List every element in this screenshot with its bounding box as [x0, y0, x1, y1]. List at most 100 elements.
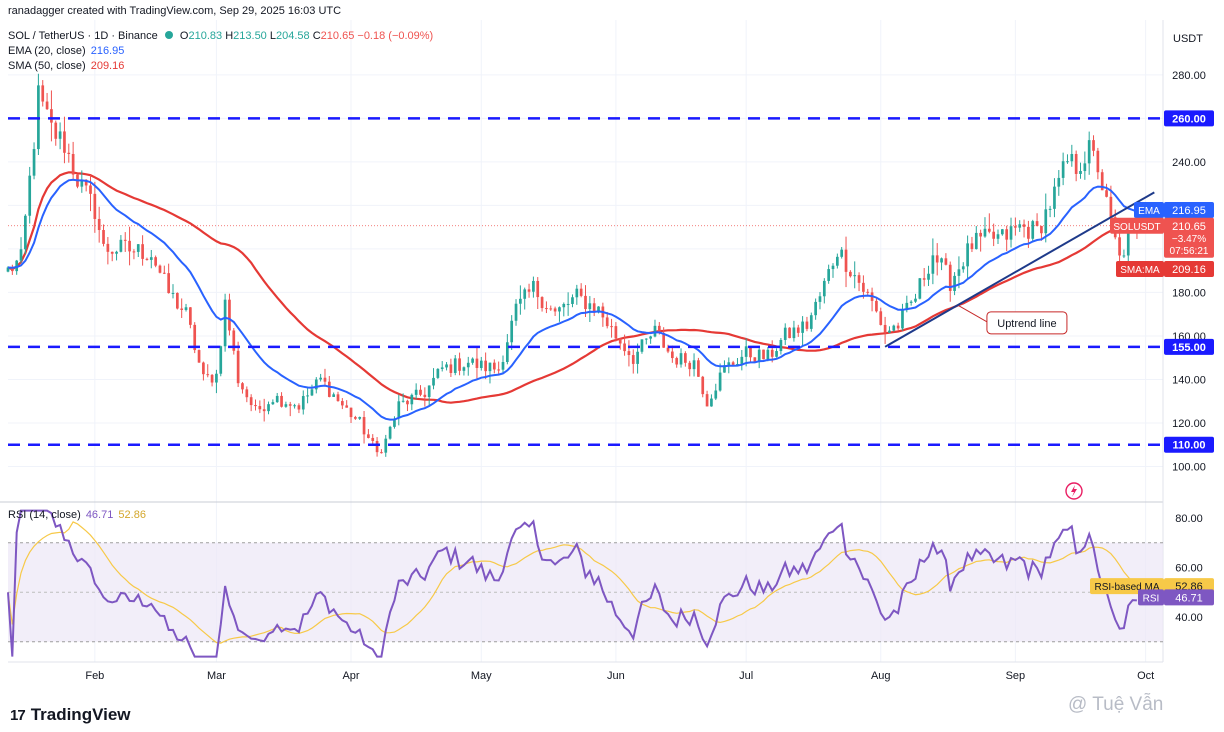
candle-body: [458, 358, 461, 371]
candle-body: [883, 324, 887, 333]
candle-body: [84, 179, 88, 186]
price-tick-label: 120.00: [1172, 418, 1206, 430]
candle-body: [1009, 226, 1013, 240]
candle-body: [866, 291, 870, 293]
candle-body: [449, 364, 453, 373]
candle-body: [514, 303, 518, 321]
candle-body: [853, 275, 857, 277]
candle-body: [1035, 221, 1039, 226]
candle-body: [345, 405, 349, 408]
candle-body: [15, 260, 19, 272]
uptrend-line: Uptrend line: [884, 191, 1155, 348]
candle-body: [879, 311, 883, 325]
market-status-icon: [164, 31, 173, 39]
candle-body: [358, 417, 362, 419]
candle-body: [284, 404, 288, 407]
candle-body: [636, 351, 639, 364]
candle-body: [406, 400, 409, 405]
candle-body: [106, 243, 110, 252]
level-tag: [1164, 436, 1214, 453]
candle-body: [501, 361, 505, 370]
candle-body: [631, 355, 635, 364]
candle-body: [228, 299, 231, 331]
candle-body: [440, 367, 444, 369]
candle-body: [653, 325, 657, 337]
candle-body: [922, 278, 926, 280]
candle-body: [1126, 230, 1130, 256]
candle-body: [132, 251, 136, 253]
candle-body: [354, 417, 357, 419]
candle-body: [714, 390, 718, 399]
price-tick-label: 100.00: [1172, 461, 1206, 473]
rsi-tag-value: 46.71: [1175, 592, 1203, 604]
candlestick-series[interactable]: [6, 73, 1139, 457]
price-tick-label: 280.00: [1172, 70, 1206, 82]
ohlc-low: 204.58: [276, 30, 310, 42]
candle-body: [123, 239, 127, 241]
time-axis[interactable]: Feb Mar Apr May Jun Jul Aug Sep Oct: [85, 670, 1154, 682]
last-tag-countdown: 07:56:21: [1170, 246, 1209, 257]
candle-body: [545, 308, 548, 310]
candle-body: [10, 267, 14, 272]
candle-body: [558, 307, 561, 312]
candle-body: [154, 257, 157, 266]
candle-body: [436, 368, 440, 378]
candle-body: [1031, 221, 1035, 239]
sma-tag-value: 209.16: [1172, 264, 1206, 276]
sma-tag-box: [1116, 260, 1164, 277]
last-tag-value: 210.65: [1172, 221, 1206, 233]
candle-body: [384, 438, 388, 453]
candle-body: [262, 409, 266, 412]
candle-body: [987, 228, 991, 232]
candle-body: [896, 325, 900, 329]
candle-body: [136, 244, 140, 252]
candle-body: [762, 349, 765, 360]
ema-legend-label: EMA (20, close): [8, 45, 86, 57]
candle-body: [614, 326, 618, 339]
candle-body: [50, 109, 53, 123]
candle-body: [618, 338, 622, 344]
candle-body: [332, 394, 336, 397]
ema-legend-value: 216.95: [90, 45, 125, 57]
candle-body: [579, 288, 583, 296]
rsi-path: [7, 509, 1137, 658]
candle-body: [697, 360, 700, 377]
candle-body: [1105, 190, 1108, 197]
candle-body: [1022, 224, 1026, 227]
candle-body: [519, 298, 522, 304]
candle-body: [375, 440, 379, 453]
candle-body: [184, 307, 188, 310]
ema-line: [7, 178, 1138, 421]
candle-body: [575, 288, 579, 298]
candle-body: [931, 255, 935, 274]
tradingview-logo[interactable]: 17 TradingView: [10, 705, 131, 725]
candle-body: [505, 342, 509, 362]
currency-label[interactable]: USDT: [1173, 33, 1203, 45]
candle-body: [293, 405, 296, 407]
rsi-ma-tag-name: RSI-based MA: [1094, 582, 1159, 593]
sma-tag-name: SMA:MA: [1120, 265, 1160, 276]
candle-body: [610, 326, 613, 328]
rsi-pane[interactable]: 40.00 60.00 80.00 RSI-based MA 52.86 RSI 46.71: [7, 509, 1214, 658]
candle-body: [206, 374, 210, 376]
candle-body: [540, 297, 544, 309]
last-tag-name: SOLUSDT: [1113, 222, 1160, 233]
candle-body: [527, 289, 531, 292]
candle-body: [1044, 209, 1048, 234]
sma-legend-label: SMA (50, close): [8, 60, 86, 72]
rsi-legend[interactable]: RSI (14, close) 46.71 52.86: [8, 509, 146, 521]
candle-body: [71, 153, 75, 175]
ema-tag-value: 216.95: [1172, 205, 1206, 217]
candle-body: [45, 101, 49, 110]
sma-legend[interactable]: SMA (50, close) 209.16: [8, 60, 124, 72]
candle-body: [410, 394, 414, 405]
candle-body: [397, 401, 401, 419]
candle-body: [605, 317, 609, 327]
candle-body: [202, 362, 205, 375]
time-tick-label: Mar: [207, 670, 226, 682]
candle-body: [119, 239, 123, 252]
ema-legend[interactable]: EMA (20, close) 216.95: [8, 45, 124, 57]
candle-body: [63, 131, 66, 153]
candle-body: [844, 249, 848, 272]
